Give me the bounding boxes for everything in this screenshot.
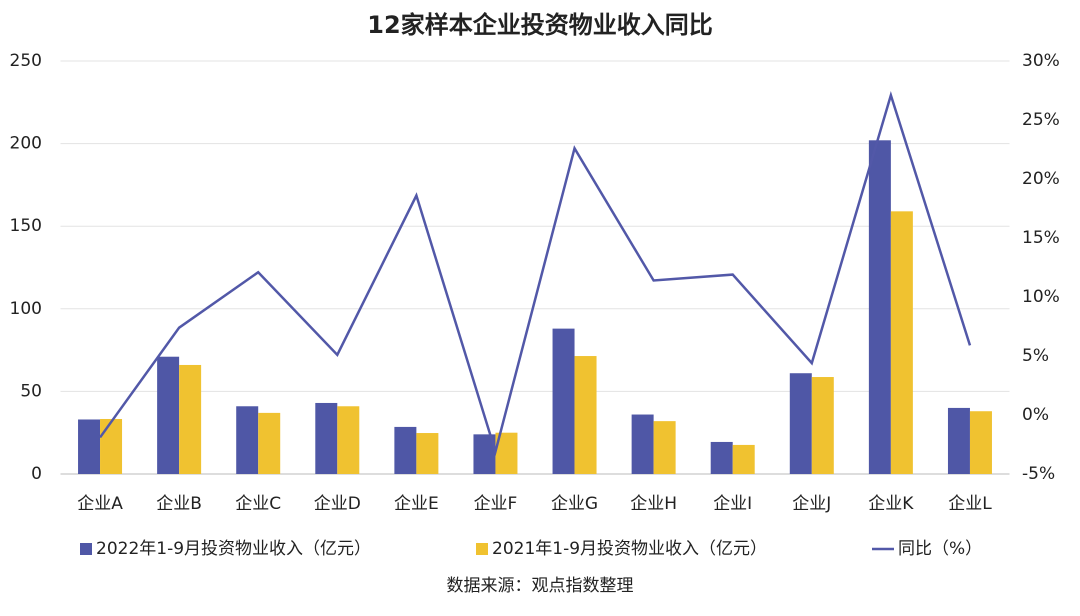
x-tick-label: 企业G [551,494,598,514]
bar [236,406,259,474]
y2-tick-label: 5% [1022,346,1049,366]
x-tick-label: 企业H [630,494,677,514]
bar [78,419,101,474]
line-series [99,90,972,457]
x-tick-label: 企业A [77,494,123,514]
bar [157,356,180,474]
x-tick-label: 企业F [474,494,518,514]
bar [811,377,834,474]
bar [732,444,755,474]
y2-tick-label: 30% [1022,51,1060,71]
source-note: 数据来源：观点指数整理 [447,576,634,596]
bar [890,211,913,474]
y2-tick-label: 25% [1022,110,1060,130]
y-tick-label: 100 [10,299,42,319]
bar [416,433,439,474]
legend-label: 2021年1-9月投资物业收入（亿元） [492,539,767,559]
bar [868,140,891,474]
legend-label: 2022年1-9月投资物业收入（亿元） [96,539,371,559]
y2-tick-label: 10% [1022,287,1060,307]
x-tick-label: 企业L [948,494,992,514]
y-tick-label: 250 [10,51,42,71]
bar [337,406,360,474]
bar [100,418,123,474]
y-tick-label: 0 [31,464,42,484]
bar [552,328,575,474]
bar [179,364,202,474]
bar [315,402,338,474]
y-tick-label: 50 [20,381,42,401]
x-tick-label: 企业J [792,494,831,514]
x-tick-label: 企业C [235,494,281,514]
bar [574,356,597,474]
bar [631,414,654,474]
x-tick-label: 企业K [868,494,914,514]
legend-label: 同比（%） [898,539,982,559]
y2-tick-label: 15% [1022,228,1060,248]
bar [495,432,518,474]
bar [473,434,496,474]
bar [710,441,733,474]
y-tick-label: 200 [10,134,42,154]
bar [789,373,812,474]
x-tick-label: 企业E [394,494,439,514]
bar [947,407,970,474]
legend-swatch [80,543,92,555]
y2-tick-label: -5% [1022,464,1055,484]
y-tick-label: 150 [10,216,42,236]
y2-tick-label: 0% [1022,405,1049,425]
x-tick-label: 企业D [314,494,361,514]
chart-title: 12家样本企业投资物业收入同比 [367,11,712,39]
y2-tick-label: 20% [1022,169,1060,189]
x-tick-label: 企业I [713,494,752,514]
bar [258,412,281,474]
bar [969,411,992,474]
legend-swatch [476,543,488,555]
bar [394,426,417,474]
bar [653,421,676,474]
x-tick-label: 企业B [156,494,202,514]
